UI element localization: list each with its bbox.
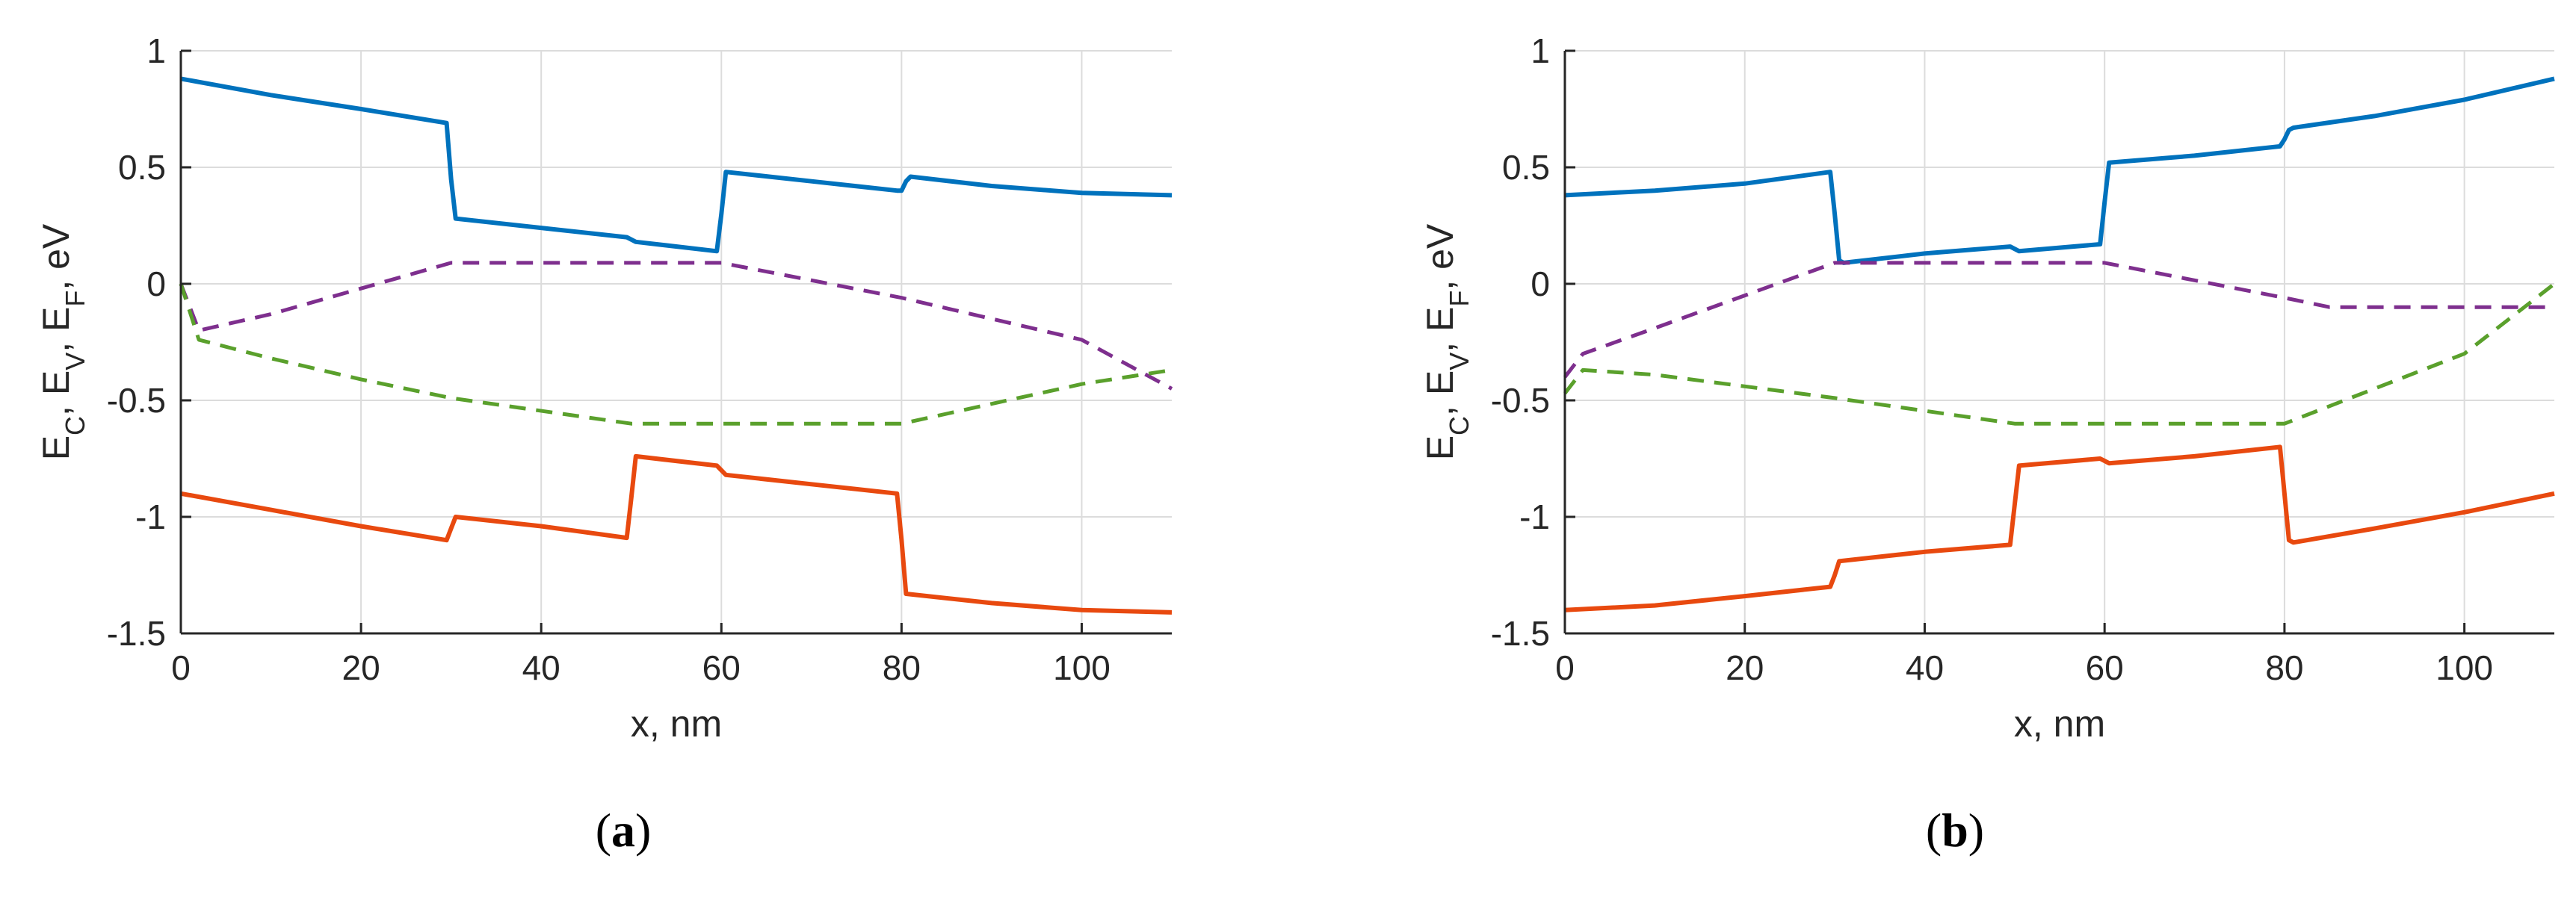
panel-b-series-e-c xyxy=(1564,76,2555,265)
caption-a: (a) xyxy=(595,804,652,857)
panel-a-series-e-v xyxy=(180,453,1173,615)
panel-b-y-axis-label-text: , E xyxy=(1419,370,1461,416)
panel-b-series-e-fp xyxy=(1563,282,2556,426)
panel-b-y-axis-label-text: , E xyxy=(1419,307,1461,353)
panel-a-series-e-fp xyxy=(179,283,1173,426)
panel-b-x-axis-label: x, nm xyxy=(2014,703,2105,745)
panel-b-x-tick-label-0: 0 xyxy=(1555,648,1575,687)
panel-b-y-axis-label: EC, EV, EF, eV xyxy=(1419,223,1474,460)
panel-a-y-axis-label-subscript: C xyxy=(60,416,90,435)
panel-a-plot-area xyxy=(181,51,1172,633)
panel-b-y-tick-label-1: 0.5 xyxy=(1502,148,1550,187)
panel-b-y-axis-label-subscript: C xyxy=(1444,416,1474,435)
panel-b-y-tick-label-3: -0.5 xyxy=(1491,381,1550,420)
panel-a-y-axis-label-subscript: V xyxy=(60,353,90,370)
panel-b-y-tick-label-4: -1 xyxy=(1519,497,1550,536)
panel-b-x-tick-label-2: 40 xyxy=(1906,648,1944,687)
panel-a-y-tick-label-3: -0.5 xyxy=(107,381,166,420)
panel-b-y-axis-label-subscript: V xyxy=(1444,353,1474,370)
panel-b-x-tick-label-3: 60 xyxy=(2086,648,2124,687)
panel-a-x-tick-label-4: 80 xyxy=(883,648,921,687)
panel-a-series-e-fn xyxy=(179,261,1173,391)
panel-b-series-e-v xyxy=(1564,444,2555,612)
panel-b-y-axis-label-text: , eV xyxy=(1419,223,1461,291)
panel-a-y-tick-label-5: -1.5 xyxy=(107,614,166,653)
panel-a-y-tick-label-0: 1 xyxy=(146,31,166,70)
panel-a-x-tick-label-1: 20 xyxy=(342,648,380,687)
panel-b-x-tick-label-1: 20 xyxy=(1726,648,1764,687)
panel-b-y-tick-label-2: 0 xyxy=(1531,264,1550,303)
caption-b-label: b xyxy=(1942,804,1968,857)
panel-b-y-tick-label-5: -1.5 xyxy=(1491,614,1550,653)
caption-a-label: a xyxy=(611,804,635,857)
panel-b-x-tick-label-5: 100 xyxy=(2436,648,2493,687)
panel-a-x-tick-label-2: 40 xyxy=(522,648,560,687)
panel-a-series-e-c xyxy=(180,76,1173,254)
panel-a-y-axis-label: EC, EV, EF, eV xyxy=(35,223,90,460)
panel-b-plot-area xyxy=(1565,51,2554,633)
panel-a-y-axis-label-text: , E xyxy=(35,307,77,353)
panel-b-y-tick-label-0: 1 xyxy=(1531,31,1550,70)
panel-a-y-axis-label-text: E xyxy=(35,435,77,460)
caption-b: (b) xyxy=(1925,804,1985,857)
panel-a-y-tick-label-1: 0.5 xyxy=(118,148,166,187)
panel-a-x-tick-label-3: 60 xyxy=(702,648,741,687)
panel-b-y-axis-label-subscript: F xyxy=(1444,291,1474,307)
panel-a-x-tick-label-5: 100 xyxy=(1053,648,1111,687)
panel-a-x-axis-label: x, nm xyxy=(631,703,722,745)
panel-a-y-axis-label-text: , eV xyxy=(35,223,77,291)
panel-a-y-tick-label-4: -1 xyxy=(135,497,166,536)
panel-b-series-e-fn xyxy=(1563,261,2554,379)
panel-a-x-tick-label-0: 0 xyxy=(171,648,191,687)
panel-b-y-axis-label-text: E xyxy=(1419,435,1461,460)
panel-a-y-axis-label-subscript: F xyxy=(60,291,90,307)
panel-a-y-axis-label-text: , E xyxy=(35,370,77,416)
panel-a-y-tick-label-2: 0 xyxy=(146,264,166,303)
panel-b-x-tick-label-4: 80 xyxy=(2265,648,2303,687)
